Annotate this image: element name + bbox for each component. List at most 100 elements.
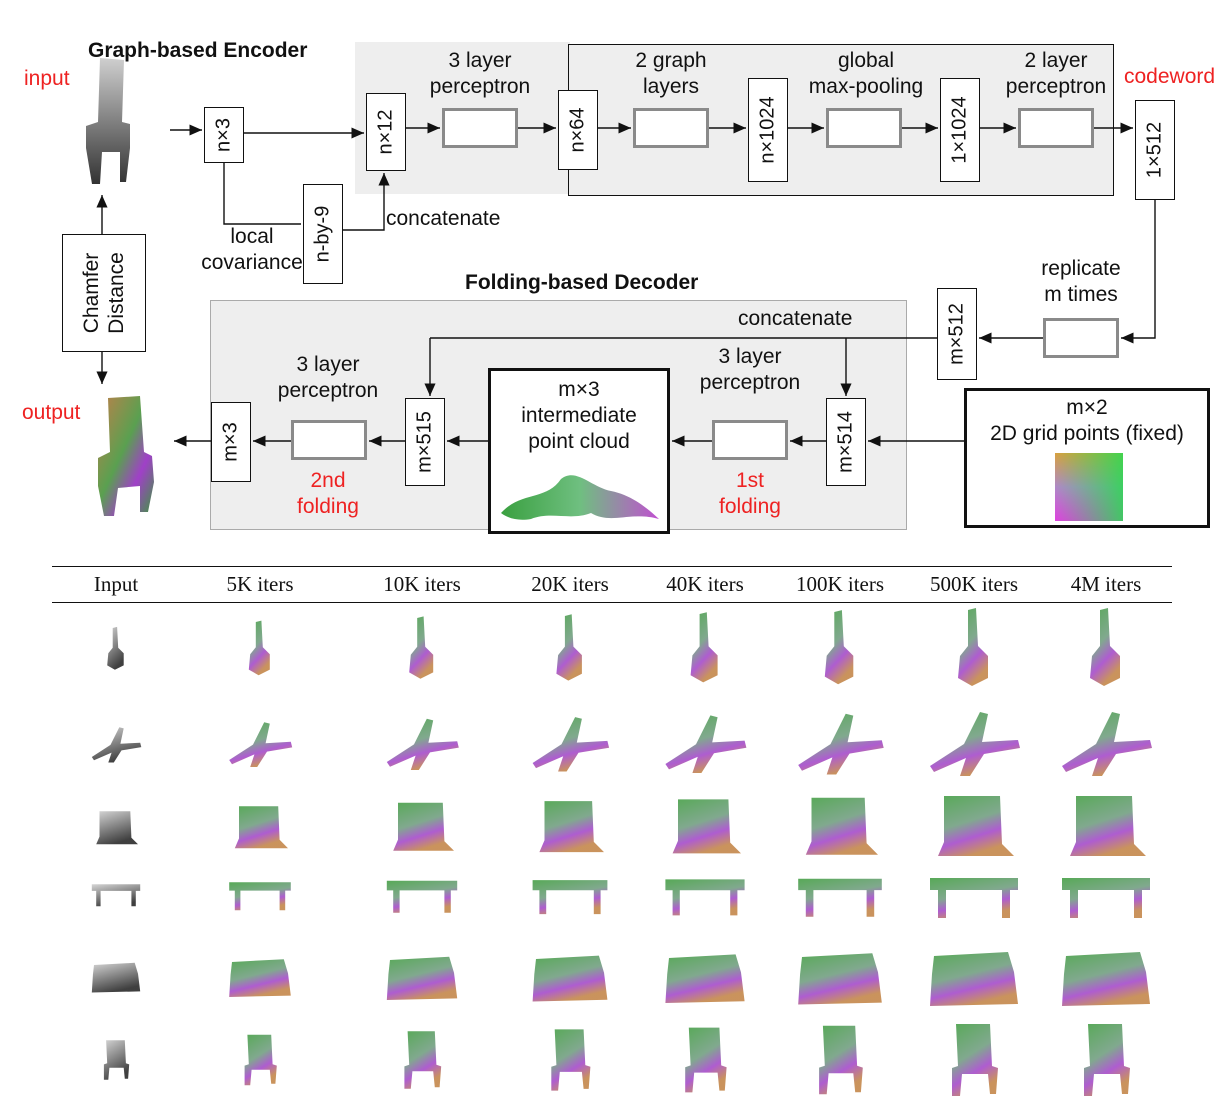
col-header-10k: 10K iters: [383, 572, 461, 596]
cloud-sofa-2: [386, 956, 458, 1000]
n1024-box: n×1024: [748, 78, 788, 182]
concatenate-dec-label: concatenate: [738, 307, 853, 330]
cloud-sofa-1: [229, 959, 291, 997]
input-label: input: [24, 67, 70, 90]
cloud-laptop-3: [539, 801, 604, 853]
graph-layers-op: [633, 108, 709, 148]
cloud-laptop-0: [96, 811, 138, 845]
cloud-airplane-0: [91, 727, 142, 763]
dec-perceptron1-op: [712, 420, 788, 460]
nby9-box: n-by-9: [303, 184, 343, 284]
perceptron2-line2: perceptron: [1005, 75, 1107, 98]
replicate-op: [1043, 318, 1119, 358]
col-header-500k: 500K iters: [929, 572, 1019, 596]
cloud-guitar-6: [958, 608, 988, 686]
replicate-label: replicate m times: [1022, 256, 1140, 308]
pool-line2: max-pooling: [808, 75, 924, 98]
cloud-sofa-4: [665, 954, 745, 1003]
dec-perceptron2-op: [291, 420, 367, 460]
n12-box: n×12: [366, 93, 406, 171]
intermediate-label: m×3 intermediate point cloud: [491, 377, 667, 455]
inter-line1: m×3: [558, 378, 600, 401]
cloud-airplane-6: [930, 712, 1020, 776]
cloud-airplane-7: [1062, 712, 1152, 776]
fold1-line2: folding: [719, 495, 781, 518]
perceptron2-op: [1018, 108, 1094, 148]
perceptron3-line1: 3 layer: [448, 49, 512, 72]
dec-perc2-line1: 3 layer: [296, 353, 360, 376]
pool-label: global max-pooling: [796, 48, 936, 100]
perceptron3-label: 3 layer perceptron: [418, 48, 542, 100]
n3-box: n×3: [204, 107, 244, 163]
cloud-table-6: [930, 878, 1018, 918]
cloud-sofa-6: [930, 952, 1018, 1006]
col-header-20k: 20K iters: [531, 572, 609, 596]
n64-box: n×64: [558, 90, 598, 170]
fold1-label: 1st folding: [700, 468, 800, 520]
cloud-laptop-2: [393, 802, 454, 851]
dec-perc1-line2: perceptron: [699, 371, 801, 394]
cloud-airplane-1: [229, 722, 293, 767]
cloud-table-1: [229, 882, 291, 911]
cloud-table-7: [1062, 878, 1150, 918]
cloud-laptop-1: [234, 806, 288, 849]
output-chair-image: [98, 396, 154, 516]
graph-line2: layers: [642, 75, 700, 98]
dec-perc1-line1: 3 layer: [718, 345, 782, 368]
intermediate-cloud-box: m×3 intermediate point cloud: [488, 368, 670, 534]
local-cov-label: local covariance: [200, 224, 304, 276]
cloud-guitar-0: [107, 626, 124, 670]
cloud-chair-3: [551, 1029, 591, 1091]
grid-line1: m×2: [1066, 396, 1108, 419]
grid-points-box: m×2 2D grid points (fixed): [964, 388, 1210, 528]
table-header-rule: [52, 602, 1172, 603]
m3-box: m×3: [211, 402, 251, 482]
col-header-5k: 5K iters: [226, 572, 294, 596]
maxpool-op: [826, 108, 902, 148]
fold2-line1: 2nd: [310, 469, 346, 492]
perceptron3-line2: perceptron: [429, 75, 531, 98]
cloud-sofa-7: [1062, 952, 1150, 1006]
inter-line2: intermediate: [521, 404, 637, 427]
cloud-guitar-1: [248, 620, 270, 676]
cloud-chair-0: [103, 1040, 130, 1080]
table-top-rule: [52, 566, 1172, 567]
cloud-airplane-3: [532, 717, 610, 772]
decoder-title: Folding-based Decoder: [465, 271, 699, 294]
cloud-sofa-3: [532, 955, 608, 1002]
chamfer-distance-box: Chamfer Distance: [62, 234, 146, 352]
local-cov-line1: local: [230, 225, 274, 248]
diagram-connectors: [96, 122, 1156, 447]
graph-line1: 2 graph: [635, 49, 707, 72]
cloud-laptop-6: [938, 796, 1014, 856]
col-header-4m: 4M iters: [1070, 572, 1142, 596]
graph-label: 2 graph layers: [606, 48, 736, 100]
cloud-sofa-0: [91, 962, 141, 993]
cloud-guitar-3: [556, 614, 582, 681]
grid-line2: 2D grid points (fixed): [990, 422, 1184, 445]
fold2-label: 2nd folding: [278, 468, 378, 520]
cloud-chair-5: [819, 1025, 863, 1095]
encoder-title: Graph-based Encoder: [88, 39, 308, 62]
dec-perceptron2-label: 3 layer perceptron: [266, 352, 390, 404]
cloud-airplane-2: [386, 718, 459, 770]
fold2-line2: folding: [297, 495, 359, 518]
col-header-input: Input: [93, 572, 139, 596]
dec-perc2-line2: perceptron: [277, 379, 379, 402]
pool-line1: global: [837, 49, 895, 72]
concatenate-top-label: concatenate: [386, 207, 501, 230]
cloud-table-0: [91, 884, 141, 907]
cloud-chair-4: [685, 1027, 727, 1093]
input-chair-image: [86, 58, 130, 184]
perceptron2-line1: 2 layer: [1024, 49, 1088, 72]
cloud-chair-2: [404, 1031, 442, 1089]
cloud-laptop-7: [1070, 796, 1146, 856]
cloud-table-4: [665, 879, 745, 916]
col-header-40k: 40K iters: [666, 572, 744, 596]
cloud-airplane-4: [665, 715, 747, 773]
local-cov-line2: covariance: [201, 251, 303, 274]
cloud-sofa-5: [798, 953, 882, 1005]
m512-box: m×512: [937, 288, 977, 380]
grid-gradient-image: [1055, 453, 1123, 521]
